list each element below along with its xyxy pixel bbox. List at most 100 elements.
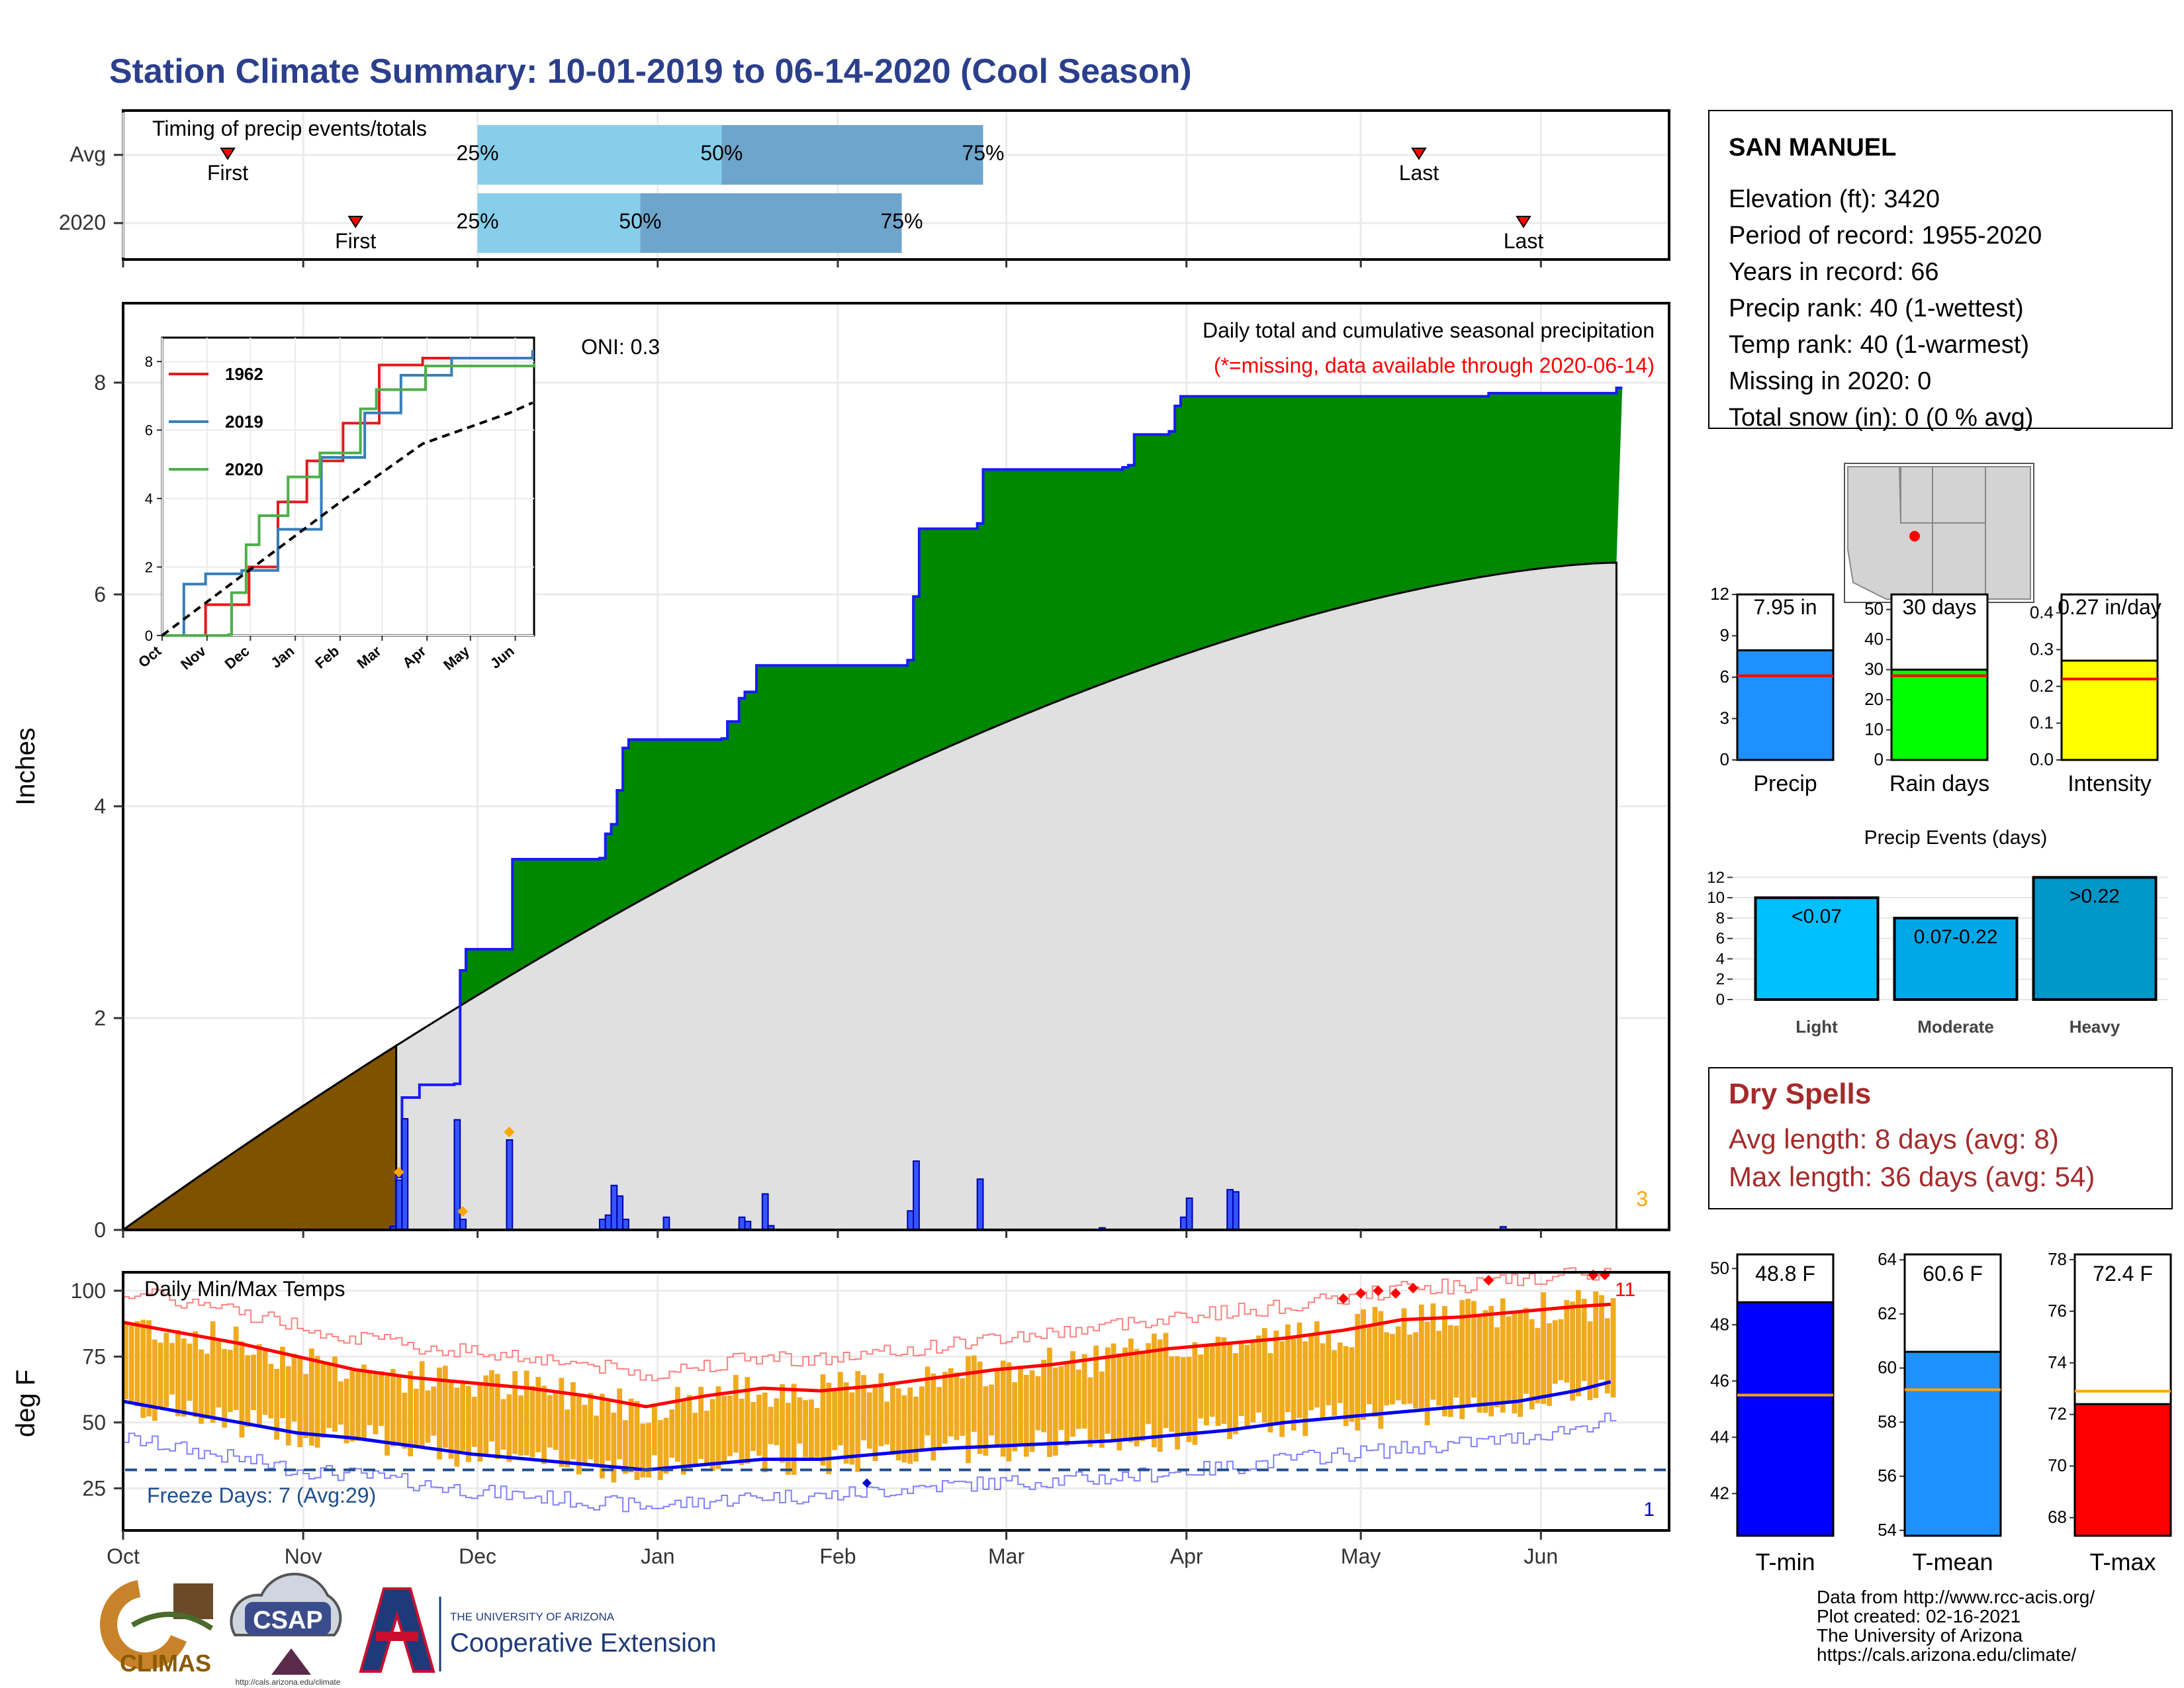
daily-temp-bar	[535, 1377, 541, 1452]
daily-temp-bar	[942, 1372, 948, 1444]
daily-temp-bar	[954, 1372, 960, 1440]
daily-temp-bar	[1320, 1343, 1326, 1419]
daily-temp-bar	[460, 1383, 466, 1451]
daily-temp-bar	[895, 1388, 901, 1461]
daily-temp-bar	[1093, 1345, 1099, 1440]
daily-temp-bar	[1261, 1328, 1267, 1423]
daily-temp-bar	[483, 1375, 489, 1456]
daily-temp-bar	[128, 1325, 134, 1403]
mini-bar-category-label: Precip	[1753, 771, 1817, 796]
daily-temp-bar	[971, 1355, 977, 1432]
temp-stat-tick-label: 78	[2048, 1249, 2067, 1269]
precip-y-tick-label: 4	[94, 794, 106, 818]
daily-temp-bar	[233, 1327, 239, 1411]
temp-stat-tick-label: 42	[1710, 1483, 1729, 1503]
daily-precip-bar	[761, 1193, 769, 1231]
daily-temp-bar	[605, 1401, 611, 1461]
daily-temp-bar	[931, 1373, 936, 1461]
daily-temp-bar	[721, 1395, 727, 1462]
daily-temp-bar	[512, 1371, 518, 1454]
daily-temp-bar	[1267, 1353, 1273, 1432]
daily-temp-bar	[1418, 1304, 1424, 1412]
daily-temp-bar	[1215, 1336, 1221, 1427]
daily-temp-bar	[995, 1370, 1000, 1445]
daily-temp-bar	[169, 1342, 175, 1395]
daily-temp-bar	[1070, 1351, 1075, 1437]
mini-bar-tick-label: 0	[1720, 749, 1729, 769]
inset-series-line	[162, 363, 535, 637]
daily-temp-bar	[1512, 1312, 1518, 1414]
month-tick-label: Feb	[819, 1544, 856, 1568]
daily-temp-bar	[1465, 1299, 1471, 1407]
station-line: Temp rank: 40 (1-warmest)	[1729, 331, 2029, 359]
timing-marker-label: Last	[1504, 229, 1544, 253]
daily-temp-bar	[588, 1393, 594, 1460]
daily-temp-bar	[262, 1350, 268, 1415]
daily-temp-bar	[1471, 1301, 1477, 1398]
daily-temp-bar	[414, 1388, 419, 1446]
daily-temp-bar	[123, 1323, 128, 1400]
daily-precip-bar	[738, 1216, 746, 1231]
daily-temp-bar	[454, 1387, 460, 1467]
daily-temp-bar	[1099, 1371, 1105, 1448]
precip-y-tick-label: 0	[94, 1218, 106, 1242]
oni-label: ONI: 0.3	[581, 335, 660, 359]
daily-temp-bar	[1012, 1382, 1018, 1452]
daily-temp-bar	[402, 1392, 408, 1449]
mini-bar-tick-label: 0.0	[2030, 749, 2054, 769]
daily-temp-bar	[1198, 1354, 1204, 1419]
daily-temp-bar	[1541, 1292, 1547, 1404]
daily-temp-bar	[1018, 1366, 1023, 1445]
temp-stat-category-label: T-min	[1756, 1548, 1815, 1575]
daily-temp-bar	[1349, 1347, 1355, 1422]
events-bar	[2032, 876, 2158, 1002]
daily-temp-bar	[1442, 1306, 1447, 1417]
daily-temp-bar	[1180, 1357, 1186, 1434]
daily-precip-bar	[604, 1214, 612, 1231]
daily-precip-bar	[401, 1118, 409, 1231]
footer-line: https://cals.arizona.edu/climate/	[1817, 1644, 2076, 1665]
daily-temp-bar	[936, 1387, 942, 1450]
temp-stat-tick-label: 56	[1878, 1466, 1897, 1485]
inset-series-line	[162, 350, 534, 637]
temp-stat-tick-label: 58	[1878, 1411, 1897, 1431]
temp-stat-tick-label: 54	[1878, 1520, 1897, 1540]
daily-temp-bar	[686, 1395, 692, 1469]
timing-row-avg-label: Avg	[69, 142, 106, 166]
daily-temp-bar	[256, 1344, 262, 1428]
daily-temp-bar	[146, 1320, 152, 1417]
daily-temp-bar	[251, 1354, 256, 1411]
daily-temp-bar	[599, 1393, 605, 1479]
temperature-panel: 25 50 75 100 Oct Nov Dec Jan Feb Mar Apr May Jun de…	[11, 1267, 1670, 1568]
timing-bar-50-75	[721, 125, 983, 185]
daily-temp-bar	[989, 1384, 994, 1436]
large-event-marker	[504, 1127, 515, 1137]
daily-temp-bar	[866, 1392, 872, 1449]
events-category-label: Light	[1796, 1017, 1838, 1037]
daily-precip-bar	[459, 1219, 467, 1231]
daily-temp-bar	[355, 1368, 361, 1441]
daily-temp-bar	[1366, 1325, 1372, 1405]
timing-percent-label: 75%	[880, 209, 923, 233]
daily-precip-bar	[616, 1195, 624, 1231]
daily-temp-bar	[332, 1356, 338, 1432]
daily-temp-bar	[1279, 1341, 1285, 1437]
freeze-days-label: Freeze Days: 7 (Avg:29)	[147, 1483, 376, 1507]
events-tick-label: 6	[1716, 930, 1725, 948]
events-tick-label: 12	[1707, 868, 1725, 886]
daily-temp-bar	[1436, 1331, 1442, 1406]
mini-bar-value-label: 30 days	[1902, 595, 1976, 619]
record-high-marker	[1483, 1274, 1494, 1286]
daily-temp-bar	[477, 1382, 483, 1462]
daily-temp-bar	[140, 1319, 146, 1418]
daily-temp-bar	[1332, 1350, 1338, 1416]
daily-temp-bar	[193, 1331, 199, 1417]
daily-temp-bar	[1314, 1321, 1320, 1408]
daily-temp-bar	[646, 1423, 651, 1478]
daily-temp-bar	[675, 1387, 680, 1462]
daily-temp-bar	[849, 1392, 855, 1465]
events-bar	[1893, 916, 2019, 1002]
daily-temp-bar	[500, 1399, 506, 1450]
daily-temp-bar	[1430, 1303, 1436, 1400]
daily-temp-bar	[1593, 1291, 1599, 1398]
